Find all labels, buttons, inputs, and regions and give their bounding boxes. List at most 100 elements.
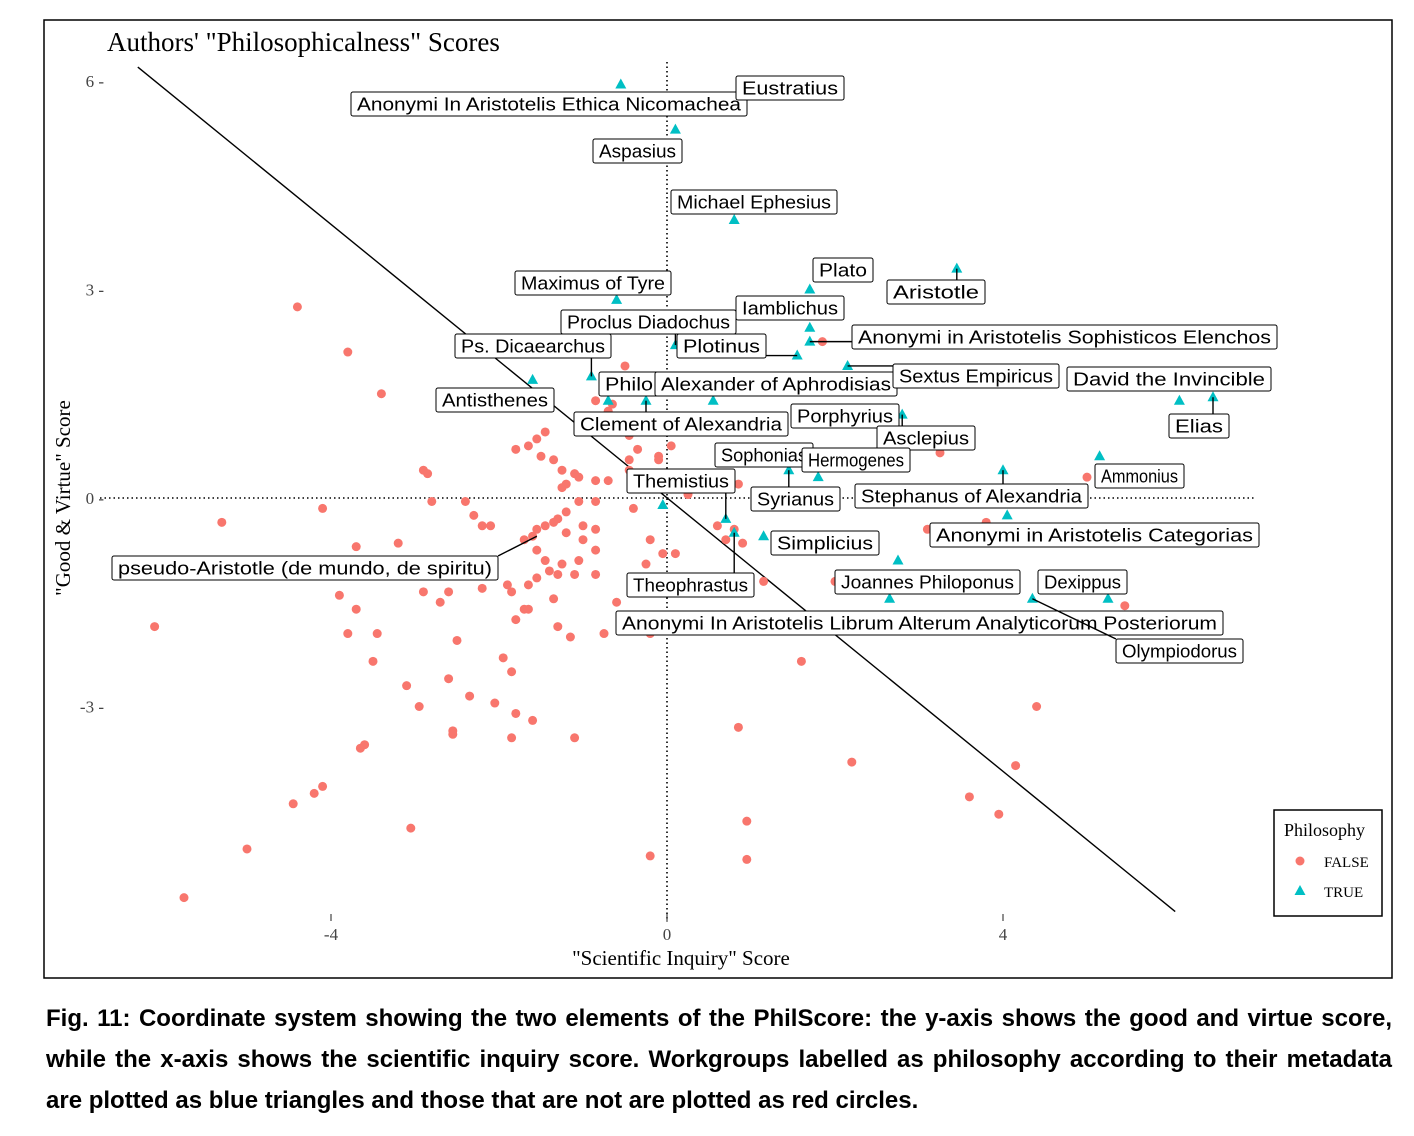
point-label: Theophrastus <box>633 576 748 596</box>
point-true <box>1001 509 1013 520</box>
point-false <box>435 597 445 607</box>
label-box <box>812 257 874 283</box>
point-true <box>728 214 740 224</box>
data-points <box>150 78 1219 903</box>
label-box <box>514 270 672 296</box>
point-false <box>549 517 559 527</box>
point-label: Anonymi In Aristotelis Ethica Nicomachea <box>357 95 742 115</box>
point-false <box>469 510 479 520</box>
point-label: Iamblichus <box>742 299 838 319</box>
point-true <box>611 293 623 304</box>
point-true <box>640 394 652 405</box>
point-false <box>376 389 386 399</box>
point-false <box>498 653 508 663</box>
point-false <box>565 632 575 642</box>
label-box <box>750 486 841 512</box>
point-label: Clement of Alexandria <box>580 415 783 435</box>
point-false <box>423 469 433 479</box>
point-false <box>847 757 857 767</box>
point-false <box>603 476 613 486</box>
point-false <box>507 733 517 743</box>
point-false <box>738 538 748 548</box>
x-axis: -4 0 4 <box>324 914 1008 944</box>
point-true <box>669 123 681 134</box>
point-false <box>578 521 588 531</box>
x-tick-label: 4 <box>999 925 1008 944</box>
point-label: Sophonias <box>721 446 807 466</box>
legend-marker-true <box>1294 885 1306 895</box>
label-box <box>676 333 767 359</box>
point-false <box>460 496 470 506</box>
label-box <box>929 522 1260 548</box>
point-false <box>536 451 546 461</box>
figure: Authors' "Philosophicalness" Scores 6 - 3… <box>43 19 1393 979</box>
label-box <box>851 324 1278 350</box>
point-label: Ammonius <box>1101 467 1178 487</box>
point-false <box>444 587 454 597</box>
point-false <box>540 427 550 437</box>
point-label: Philo <box>605 375 653 395</box>
point-true <box>758 530 770 541</box>
figure-caption: Fig. 11: Coordinate system showing the t… <box>46 1005 1392 1114</box>
point-false <box>733 479 743 489</box>
point-false <box>666 441 676 451</box>
point-true <box>804 321 816 332</box>
label-box <box>111 555 499 581</box>
y-axis: 6 - 3 - 0 - -3 - <box>80 72 104 717</box>
x-tick-label: 0 <box>663 925 672 944</box>
point-false <box>964 792 974 802</box>
point-label: Aristotle <box>893 283 979 303</box>
point-label: Syrianus <box>757 490 834 510</box>
point-false <box>343 347 353 357</box>
point-false <box>490 698 500 708</box>
chart-title: Authors' "Philosophicalness" Scores <box>107 27 500 57</box>
point-false <box>393 538 403 548</box>
point-true <box>602 394 614 405</box>
legend: Philosophy FALSE TRUE <box>1273 809 1383 917</box>
point-false <box>318 781 328 791</box>
point-label: Plotinus <box>683 337 760 357</box>
label-box <box>1094 463 1185 489</box>
point-false <box>532 434 542 444</box>
y-tick-label: 3 - <box>86 281 105 300</box>
label-box <box>834 569 1021 595</box>
point-false <box>733 722 743 732</box>
point-false <box>935 448 945 458</box>
label-box <box>886 279 986 305</box>
point-false <box>309 788 319 798</box>
y-tick-label: -3 - <box>80 698 104 717</box>
point-false <box>557 559 567 569</box>
point-true <box>884 592 896 603</box>
point-false <box>654 451 664 461</box>
point-label: Eustratius <box>742 79 838 99</box>
point-false <box>591 476 601 486</box>
label-box <box>1066 366 1272 392</box>
point-false <box>452 635 462 645</box>
point-false <box>486 521 496 531</box>
point-false <box>574 472 584 482</box>
y-tick-label: 6 - <box>86 72 105 91</box>
point-false <box>217 517 227 527</box>
point-false <box>523 604 533 614</box>
label-box <box>876 425 976 451</box>
point-false <box>570 733 580 743</box>
point-false <box>540 521 550 531</box>
legend-marker-false <box>1295 856 1305 866</box>
point-label: Aspasius <box>599 142 676 162</box>
point-true <box>657 498 669 509</box>
point-false <box>528 531 538 541</box>
point-false <box>402 681 412 691</box>
point-false <box>351 542 361 552</box>
point-false <box>507 667 517 677</box>
point-false <box>574 556 584 566</box>
point-false <box>418 587 428 597</box>
point-false <box>179 893 189 903</box>
point-label: Proclus Diadochus <box>567 313 730 333</box>
point-label: Asclepius <box>883 429 969 449</box>
point-false <box>1120 601 1130 611</box>
point-false <box>712 521 722 531</box>
point-false <box>1011 761 1021 771</box>
point-label: Olympiodorus <box>1122 642 1237 662</box>
point-false <box>561 507 571 517</box>
point-false <box>448 729 458 739</box>
